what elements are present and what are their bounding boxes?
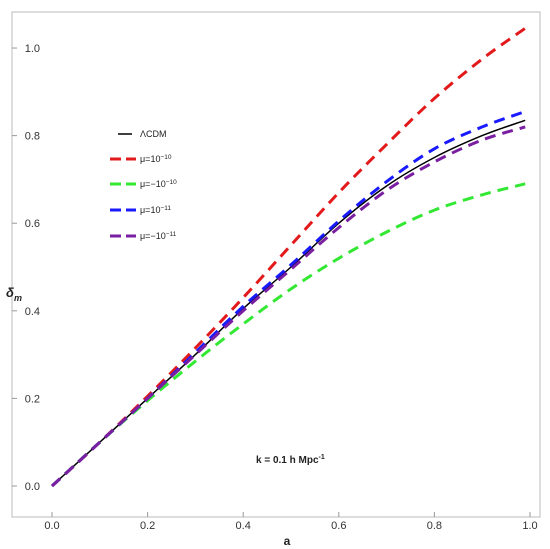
series-line: [50, 125, 526, 488]
series-line: [50, 27, 527, 488]
legend-label: μ=−10−11: [140, 231, 177, 241]
series-line: [50, 182, 526, 488]
legend-label: μ=−10−10: [140, 179, 177, 189]
y-axis-label-main: δ: [6, 285, 14, 300]
legend: ΛCDM μ=10−10 μ=−10−10 μ=10−11 μ=−10−11: [110, 129, 177, 241]
y-tick-label: 0.0: [25, 481, 40, 493]
annotation-main: k = 0.1 h Mpc: [256, 455, 319, 466]
y-tick-label: 0.8: [25, 131, 40, 143]
y-tick-label: 1.0: [25, 43, 40, 55]
annotation-sup: -1: [319, 454, 325, 461]
legend-label: ΛCDM: [140, 129, 167, 139]
x-tick-label: 0.0: [44, 520, 59, 532]
x-axis-ticks: 0.0 0.2 0.4 0.6 0.8 1.0: [44, 512, 538, 532]
x-tick-label: 0.6: [331, 520, 346, 532]
series-line: [50, 110, 526, 488]
legend-label: μ=10−10: [140, 154, 172, 164]
series-line: [51, 119, 526, 487]
y-axis-label: δm: [6, 285, 22, 303]
y-tick-label: 0.2: [25, 393, 40, 405]
y-tick-label: 0.4: [25, 306, 40, 318]
y-tick-label: 0.6: [25, 218, 40, 230]
annotation: k = 0.1 h Mpc-1: [256, 454, 325, 466]
series-layer: [50, 27, 527, 488]
x-tick-label: 0.4: [236, 520, 251, 532]
x-axis-label: a: [284, 534, 291, 548]
y-axis-ticks: 0.0 0.2 0.4 0.6 0.8 1.0: [12, 43, 40, 493]
x-tick-label: 0.2: [140, 520, 155, 532]
y-axis-label-sub: m: [14, 293, 22, 303]
x-tick-label: 0.8: [427, 520, 442, 532]
plot-frame: [11, 11, 541, 518]
x-tick-label: 1.0: [522, 520, 537, 532]
legend-label: μ=10−11: [140, 205, 171, 215]
